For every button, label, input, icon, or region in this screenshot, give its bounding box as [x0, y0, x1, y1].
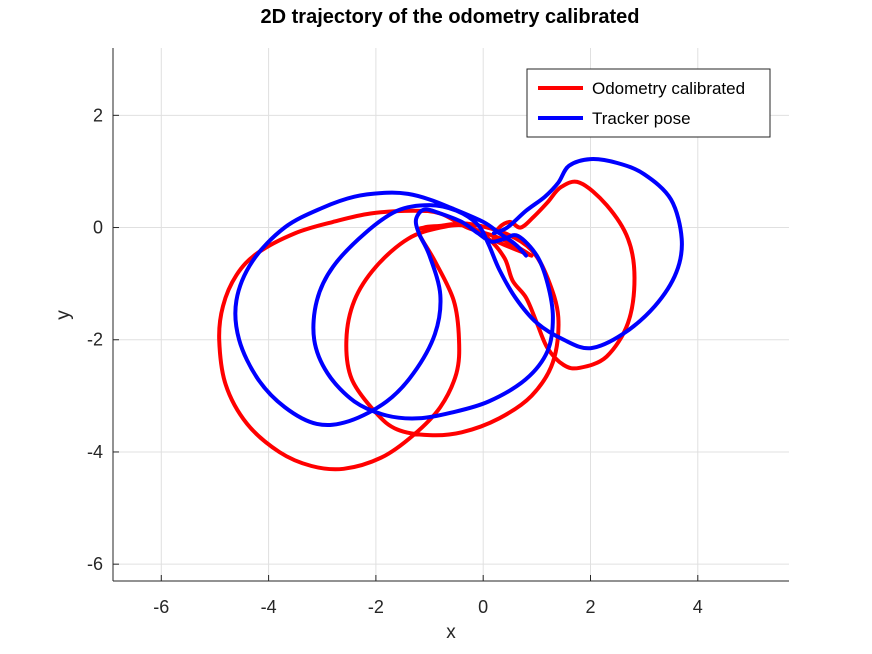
series-line-tracker-pose: [233, 157, 684, 428]
y-tick-label: -2: [87, 330, 103, 350]
legend: Odometry calibrated Tracker pose: [526, 68, 771, 138]
x-tick-label: -2: [368, 597, 384, 617]
y-tick-label: 0: [93, 218, 103, 238]
x-tick-label: -6: [153, 597, 169, 617]
x-tick-label: 4: [693, 597, 703, 617]
axes: [112, 48, 789, 582]
x-tick-label: 0: [478, 597, 488, 617]
y-tick-label: 2: [93, 105, 103, 125]
x-tick-label: -4: [261, 597, 277, 617]
legend-box: [526, 68, 771, 138]
x-axis-label: x: [446, 622, 456, 643]
legend-label-tracker-pose: Tracker pose: [592, 109, 691, 128]
series-layer: [217, 157, 684, 472]
legend-label-odometry-calibrated: Odometry calibrated: [592, 79, 745, 98]
tick-labels: -6 -4 -2 0 2 4 -6 -4 -2 0 2: [87, 105, 703, 617]
y-axis-label: y: [53, 310, 74, 320]
y-tick-label: -6: [87, 554, 103, 574]
series-line-odometry-calibrated: [217, 179, 637, 472]
y-tick-label: -4: [87, 442, 103, 462]
chart-title: 2D trajectory of the odometry calibrated: [261, 6, 640, 28]
x-tick-label: 2: [585, 597, 595, 617]
tick-marks: [113, 114, 699, 581]
